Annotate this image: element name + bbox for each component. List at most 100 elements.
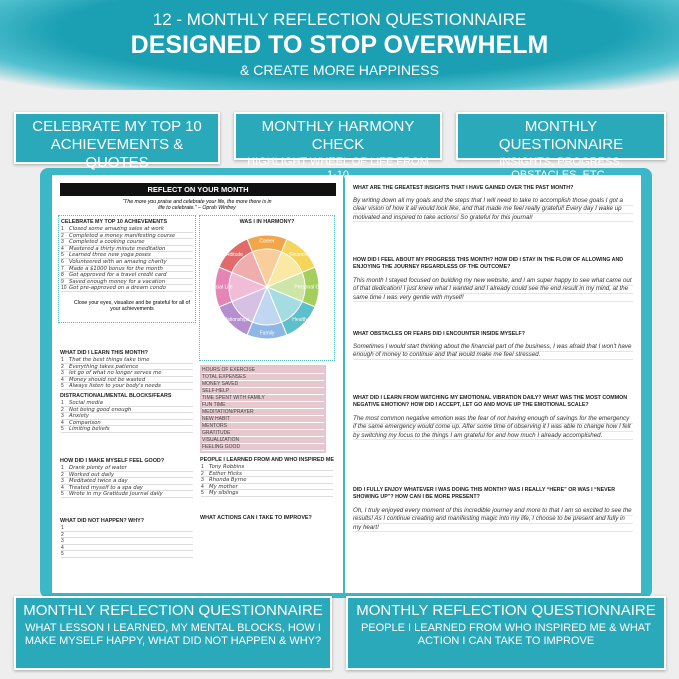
tracker-row: GRATITUDE	[202, 430, 324, 437]
wheel-inner	[228, 248, 306, 326]
item-number: 3	[61, 538, 64, 545]
answer: Sometimes I would start thinking about t…	[353, 343, 633, 360]
list-item: 5	[61, 551, 193, 558]
callout: MONTHLY QUESTIONNAIRE INSIGHTS, PROGRESS,…	[456, 112, 666, 181]
item-number: 3	[201, 477, 204, 484]
item-text: Meditated twice a day	[69, 478, 128, 485]
tracker-row: NEW HABIT	[202, 416, 324, 423]
header-line: 12 - MONTHLY REFLECTION QUESTIONNAIRE	[152, 10, 527, 29]
section-heading: DISTRACTIONAL/MENTAL BLOCKS/FEARS	[60, 393, 172, 399]
list-item: 1 That the best things take time	[61, 357, 193, 364]
item-number: 2	[61, 232, 64, 239]
wheel-segment	[218, 238, 268, 288]
item-number: 5	[61, 426, 64, 433]
wheel-label: Relationships	[219, 317, 250, 323]
callout-subtitle: HIGHLIGHT WHEEL OF LIFE FROM 1-10	[247, 156, 429, 181]
item-number: 4	[61, 419, 64, 426]
callout-title: MONTHLY QUESTIONNAIRE	[498, 118, 624, 153]
callout: MONTHLY HARMONY CHECK HIGHLIGHT WHEEL OF …	[234, 112, 442, 181]
item-text: Closed some amazing sales at work	[69, 226, 164, 232]
item-text: Always listen to your body's needs	[69, 383, 161, 390]
list-item: 6 Volunteered with an amazing charity	[61, 259, 193, 266]
tracker-row: SELF-HELP	[202, 388, 324, 395]
item-number: 8	[61, 272, 64, 279]
callout-subtitle: PEOPLE I LEARNED FROM WHO INSPIRED ME & …	[360, 622, 652, 647]
list-item: 3	[61, 538, 193, 545]
item-number: 2	[201, 470, 204, 477]
answer: Oh, I truly enjoyed every moment of this…	[353, 507, 633, 533]
section-heading: WHAT DID I LEARN THIS MONTH?	[60, 350, 148, 356]
item-number: 2	[61, 531, 64, 538]
header-title: DESIGNED TO STOP OVERWHELM	[130, 31, 549, 59]
answer: The most common negative emotion was the…	[353, 415, 633, 441]
list-item: 5 Wrote in my Gratitude Journal daily	[61, 491, 193, 498]
callout-title: MONTHLY HARMONY CHECK	[261, 118, 415, 153]
item-text: Learned three new yoga poses	[69, 252, 151, 259]
list-item: 9 Saved enough money for a vacation	[61, 279, 193, 286]
tracker-row: MENTORS	[202, 423, 324, 430]
tracker-row: FUN TIME	[202, 402, 324, 409]
list-item: 3 let go of what no longer serves me	[61, 370, 193, 377]
item-text: Made a $1000 bonus for the month	[69, 265, 163, 272]
item-text: Wrote in my Gratitude Journal daily	[69, 491, 163, 498]
item-text: My siblings	[209, 490, 239, 497]
item-number: 1	[61, 226, 64, 232]
list-item: 2 Not being good enough	[61, 407, 193, 414]
item-number: 5	[61, 383, 64, 390]
item-number: 2	[61, 406, 64, 413]
section-heading: HOW DID I MAKE MYSELF FEEL GOOD?	[60, 458, 165, 464]
list-item: 2 Worked out daily	[61, 472, 193, 479]
question: WHAT OBSTACLES OR FEARS DID I ENCOUNTER …	[353, 331, 525, 337]
list-item: 1 Drank plenty of water	[61, 465, 193, 472]
wheel-label: Health	[292, 317, 307, 323]
list-item: 2 Esther Hicks	[201, 471, 333, 478]
question: WHAT ARE THE GREATEST INSIGHTS THAT I HA…	[353, 185, 574, 191]
item-number: 7	[61, 265, 64, 272]
tracker-table: HOURS OF EXERCISE TOTAL EXPENSES MONEY SAV…	[200, 365, 326, 453]
tracker-row: HOURS OF EXERCISE	[202, 367, 324, 374]
item-text: Volunteered with an amazing charity	[69, 258, 167, 265]
list-item: 3 Rhonda Byrne	[201, 477, 333, 484]
section-heading: PEOPLE I LEARNED FROM AND WHO INSPIRED M…	[200, 457, 334, 463]
item-text: Got pre-approved on a dream condo	[69, 285, 166, 292]
list: 1 Closed some amazing sales at work 2 Compl…	[61, 226, 193, 292]
question: WHAT DID I LEARN FROM WATCHING MY EMOTIO…	[353, 395, 628, 408]
list-item: 3 Completed a cooking course	[61, 239, 193, 246]
item-number: 6	[61, 258, 64, 265]
item-number: 1	[61, 400, 64, 406]
wheel-of-life: Career Finances Personal Growth Health Famil…	[209, 234, 327, 340]
item-number: 4	[61, 544, 64, 551]
wheel-label: Family	[260, 330, 275, 336]
page-title: REFLECT ON YOUR MONTH	[60, 183, 336, 196]
tracker-row: TIME SPENT WITH FAMILY	[202, 395, 324, 402]
list-item: 2 Everything takes patience	[61, 364, 193, 371]
callout: MONTHLY REFLECTION QUESTIONNAIRE PEOPLE I…	[346, 596, 666, 670]
answer: By writing down all my goals and the ste…	[353, 197, 633, 223]
list-item: 10 Got pre-approved on a dream condo	[61, 285, 193, 292]
wheel-label: Social Life	[209, 284, 232, 290]
callout-title: MONTHLY REFLECTION QUESTIONNAIRE	[356, 602, 656, 619]
item-number: 4	[201, 483, 204, 490]
section-heading: WHAT DID NOT HAPPEN? WHY?	[60, 518, 145, 524]
list: 1 That the best things take time 2 Everythi…	[61, 357, 193, 390]
list-item: 1	[61, 525, 193, 532]
item-number: 10	[61, 285, 67, 292]
left-page: REFLECT ON YOUR MONTH “The more you prai…	[52, 175, 343, 593]
item-text: Esther Hicks	[209, 470, 242, 477]
header-line: & CREATE MORE HAPPINESS	[240, 62, 439, 78]
list-item: 5 Always listen to your body's needs	[61, 383, 193, 390]
answer: This month I stayed focused on building …	[353, 277, 633, 303]
list-item: 4 Money should not be wasted	[61, 377, 193, 384]
item-text: Worked out daily	[69, 471, 115, 478]
callout-subtitle: WHAT LESSON I LEARNED, MY MENTAL BLOCKS,…	[24, 622, 322, 647]
section-heading: CELEBRATE MY TOP 10 ACHIEVEMENTS	[61, 219, 168, 225]
right-page: WHAT ARE THE GREATEST INSIGHTS THAT I HA…	[345, 175, 641, 593]
list-item: 1 Social media	[61, 400, 193, 407]
list-item: 5 Learned three new yoga poses	[61, 252, 193, 259]
item-text: Comparison	[69, 419, 101, 426]
list-item: 7 Made a $1000 bonus for the month	[61, 266, 193, 273]
item-text: Treated myself to a spa day	[69, 484, 143, 491]
list-item: 1 Closed some amazing sales at work	[61, 226, 193, 233]
list-item: 4 Treated myself to a spa day	[61, 485, 193, 492]
